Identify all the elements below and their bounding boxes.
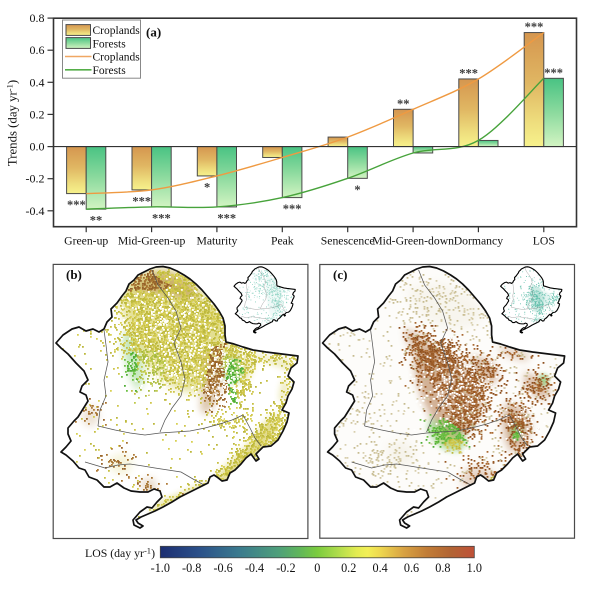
svg-text:-0.4: -0.4 — [245, 561, 264, 575]
svg-text:***: *** — [132, 194, 151, 208]
svg-text:Trends (day yr-1): Trends (day yr-1) — [5, 80, 20, 166]
svg-text:***: *** — [283, 202, 302, 216]
svg-text:Forests: Forests — [93, 38, 127, 50]
svg-text:Croplands: Croplands — [93, 52, 141, 64]
svg-text:***: *** — [67, 198, 86, 212]
svg-text:***: *** — [459, 67, 478, 81]
svg-text:0.8: 0.8 — [435, 561, 450, 575]
svg-text:*: * — [204, 180, 210, 194]
svg-text:0.6: 0.6 — [30, 43, 45, 57]
svg-text:(b): (b) — [66, 267, 82, 282]
svg-text:LOS (day yr-1): LOS (day yr-1) — [85, 546, 155, 561]
svg-text:-1.0: -1.0 — [151, 561, 170, 575]
svg-text:0.6: 0.6 — [404, 561, 419, 575]
svg-text:Forests: Forests — [93, 65, 127, 77]
svg-text:(a): (a) — [146, 25, 161, 40]
svg-text:**: ** — [90, 214, 103, 228]
svg-text:0: 0 — [314, 561, 320, 575]
svg-text:Maturity: Maturity — [196, 235, 237, 248]
svg-text:0.8: 0.8 — [30, 11, 45, 25]
svg-text:0.4: 0.4 — [30, 75, 45, 89]
svg-text:-0.8: -0.8 — [182, 561, 201, 575]
svg-text:Mid-Green-up: Mid-Green-up — [118, 235, 186, 248]
svg-text:Mid-Green-down: Mid-Green-down — [372, 235, 454, 248]
svg-text:0.2: 0.2 — [341, 561, 356, 575]
svg-text:***: *** — [544, 66, 563, 80]
svg-text:-0.6: -0.6 — [213, 561, 232, 575]
svg-text:Croplands: Croplands — [93, 25, 141, 37]
svg-text:Dormancy: Dormancy — [454, 235, 503, 248]
svg-text:***: *** — [217, 211, 236, 225]
svg-text:Peak: Peak — [271, 235, 294, 248]
svg-text:-0.2: -0.2 — [26, 172, 45, 186]
svg-text:LOS: LOS — [533, 235, 555, 248]
svg-text:1.0: 1.0 — [467, 561, 482, 575]
svg-text:*: * — [354, 183, 360, 197]
svg-text:-0.4: -0.4 — [26, 204, 45, 218]
svg-text:Senescence: Senescence — [321, 235, 375, 248]
svg-text:**: ** — [397, 97, 410, 111]
svg-text:Green-up: Green-up — [64, 235, 108, 248]
svg-text:-0.2: -0.2 — [276, 561, 295, 575]
svg-text:0.2: 0.2 — [30, 107, 45, 121]
svg-text:***: *** — [525, 20, 544, 34]
svg-text:***: *** — [152, 211, 171, 225]
svg-text:0.4: 0.4 — [372, 561, 387, 575]
svg-text:(c): (c) — [333, 267, 347, 282]
svg-text:0.0: 0.0 — [30, 140, 45, 154]
